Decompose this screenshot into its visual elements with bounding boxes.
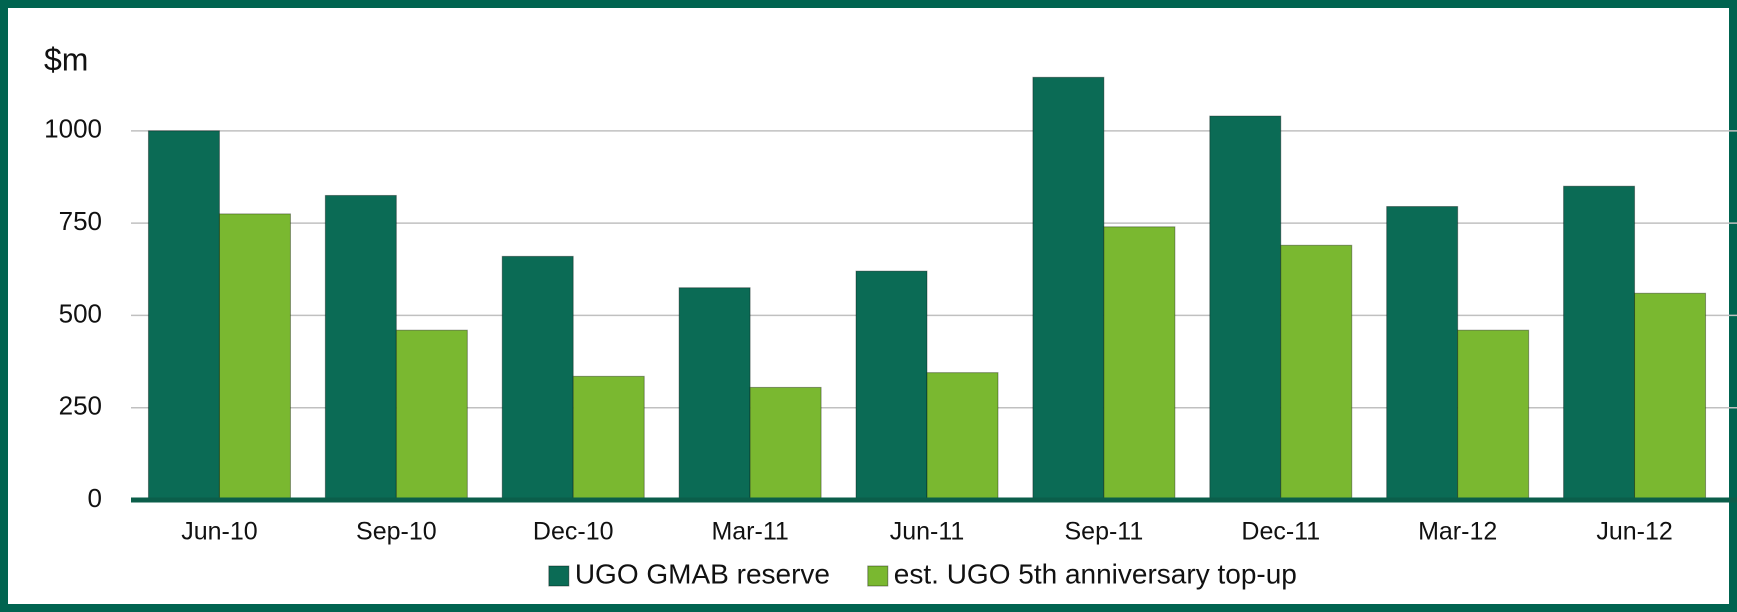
y-tick-label: 750 (59, 206, 102, 236)
y-tick-label: 0 (88, 483, 102, 513)
bar (678, 287, 751, 501)
bar (1563, 185, 1636, 501)
bar (147, 130, 220, 501)
legend-swatch (548, 565, 570, 587)
y-tick-label: 250 (59, 391, 102, 421)
bar (1457, 329, 1530, 501)
bar (501, 255, 574, 501)
x-tick-label: Jun-12 (1596, 518, 1672, 546)
bar (1386, 206, 1459, 501)
legend-label: est. UGO 5th anniversary top-up (894, 558, 1297, 589)
bar (926, 372, 999, 501)
x-tick-label: Sep-11 (1065, 518, 1144, 546)
bar (1209, 115, 1282, 501)
y-axis-label: $m (44, 41, 88, 77)
bar (1103, 226, 1176, 501)
x-tick-label: Mar-11 (711, 518, 788, 546)
y-tick-label: 1000 (44, 114, 102, 144)
legend-label: UGO GMAB reserve (575, 558, 830, 589)
bar (855, 270, 928, 501)
bar (1032, 76, 1105, 501)
bar (395, 329, 468, 501)
bar (1280, 244, 1353, 501)
legend-swatch (867, 565, 889, 587)
x-tick-label: Jun-11 (890, 518, 965, 546)
bar (749, 386, 822, 501)
y-tick-label: 500 (59, 298, 102, 328)
bar (572, 375, 645, 501)
bar (324, 194, 397, 501)
bar (218, 213, 291, 501)
x-tick-label: Sep-10 (356, 518, 437, 546)
bar (1634, 292, 1707, 501)
x-tick-label: Dec-10 (533, 518, 614, 546)
x-tick-label: Jun-10 (181, 518, 257, 546)
x-tick-label: Mar-12 (1418, 518, 1497, 546)
x-tick-label: Dec-11 (1241, 518, 1320, 546)
